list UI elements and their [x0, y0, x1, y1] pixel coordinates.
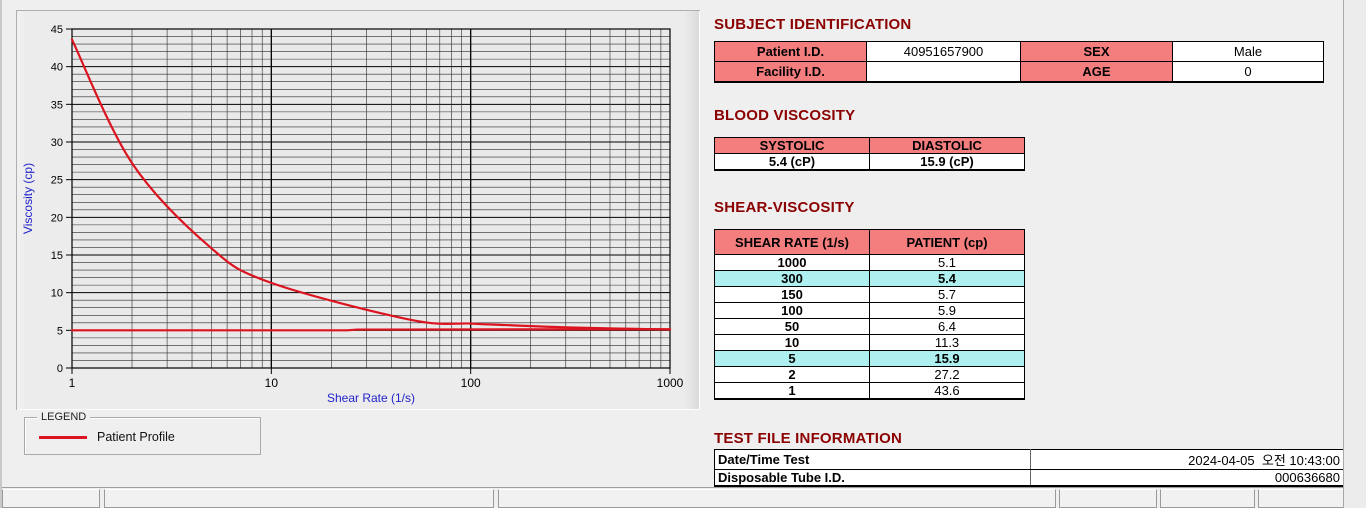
subject-identification-heading: SUBJECT IDENTIFICATION: [714, 16, 912, 33]
age-label: AGE: [1020, 61, 1173, 83]
shear-rate-cell: 10: [714, 334, 870, 351]
patient-cp-cell: 15.9: [869, 350, 1025, 367]
disposable-tube-id-value: 000636680: [1030, 469, 1344, 487]
shear-viscosity-row: 300 5.4: [714, 270, 1025, 287]
shear-rate-cell: 50: [714, 318, 870, 335]
shear-viscosity-row: 5 15.9: [714, 350, 1025, 367]
report-panel: SUBJECT IDENTIFICATION Patient I.D. 4095…: [712, 0, 1357, 508]
patient-profile-line-sample: [39, 435, 87, 439]
statusbar-segment: [498, 489, 1056, 508]
viscosity-chart-panel: 0 5 10 15 20 25 30 35 40 45 1 10 100 1000 Shear Rate (…: [16, 10, 700, 410]
patient-cp-cell: 27.2: [869, 366, 1025, 383]
svg-text:5: 5: [57, 325, 63, 337]
date-time-test-label: Date/Time Test: [714, 449, 1031, 470]
subject-identification-table: Patient I.D. 40951657900 SEX Male Facili…: [714, 41, 1324, 83]
patient-cp-cell: 5.7: [869, 286, 1025, 303]
shear-viscosity-table: SHEAR RATE (1/s) PATIENT (cp) 1000 5.1 300…: [714, 229, 1025, 400]
table-row: Patient I.D. 40951657900 SEX Male: [714, 41, 1324, 62]
legend-box: LEGEND Patient Profile: [24, 411, 261, 455]
shear-viscosity-table-body: 1000 5.1 300 5.4 150 5.7 100 5.9 50 6.4 10 11.3 5 15.…: [714, 254, 1025, 400]
svg-text:35: 35: [51, 99, 63, 111]
shear-rate-cell: 1: [714, 382, 870, 400]
shear-viscosity-row: 50 6.4: [714, 318, 1025, 335]
shear-rate-cell: 300: [714, 270, 870, 287]
table-row: SYSTOLIC DIASTOLIC: [714, 137, 1025, 154]
legend-item: Patient Profile: [39, 430, 175, 444]
svg-text:40: 40: [51, 62, 63, 74]
sex-value: Male: [1172, 41, 1324, 62]
statusbar-segment: [1059, 489, 1157, 508]
sex-label: SEX: [1020, 41, 1173, 62]
patient-cp-cell: 5.4: [869, 270, 1025, 287]
shear-viscosity-row: 100 5.9: [714, 302, 1025, 319]
right-edge-gutter: [1344, 0, 1366, 508]
svg-text:10: 10: [51, 288, 63, 300]
disposable-tube-id-label: Disposable Tube I.D.: [714, 469, 1031, 487]
patient-cp-header: PATIENT (cp): [869, 229, 1025, 255]
table-row: Disposable Tube I.D. 000636680: [714, 469, 1344, 487]
shear-rate-cell: 1000: [714, 254, 870, 271]
svg-text:45: 45: [51, 24, 63, 36]
legend-title: LEGEND: [37, 411, 91, 423]
test-file-information-table: Date/Time Test 2024-04-05 오전 10:43:00 Di…: [714, 449, 1344, 487]
table-row: Facility I.D. AGE 0: [714, 61, 1324, 83]
patient-cp-cell: 6.4: [869, 318, 1025, 335]
statusbar-segment: [104, 489, 494, 508]
diastolic-value: 15.9 (cP): [869, 153, 1025, 171]
table-row: Date/Time Test 2024-04-05 오전 10:43:00: [714, 449, 1344, 470]
table-header-row: SHEAR RATE (1/s) PATIENT (cp): [714, 229, 1025, 255]
shear-viscosity-row: 2 27.2: [714, 366, 1025, 383]
age-value: 0: [1172, 61, 1324, 83]
svg-text:1000: 1000: [657, 376, 684, 390]
blood-viscosity-table: SYSTOLIC DIASTOLIC 5.4 (cP) 15.9 (cP): [714, 137, 1025, 171]
patient-id-value: 40951657900: [866, 41, 1021, 62]
right-panel-divider: [1343, 0, 1344, 508]
test-file-information-heading: TEST FILE INFORMATION: [714, 430, 903, 447]
patient-cp-cell: 11.3: [869, 334, 1025, 351]
shear-viscosity-row: 10 11.3: [714, 334, 1025, 351]
svg-text:15: 15: [51, 250, 63, 262]
date-time-test-value: 2024-04-05 오전 10:43:00: [1030, 449, 1344, 470]
shear-viscosity-heading: SHEAR-VISCOSITY: [714, 199, 855, 216]
statusbar-segment: [2, 489, 100, 508]
shear-viscosity-row: 150 5.7: [714, 286, 1025, 303]
shear-rate-cell: 100: [714, 302, 870, 319]
shear-rate-header: SHEAR RATE (1/s): [714, 229, 870, 255]
shear-rate-cell: 5: [714, 350, 870, 367]
svg-text:100: 100: [461, 376, 481, 390]
svg-text:10: 10: [265, 376, 279, 390]
shear-viscosity-row: 1000 5.1: [714, 254, 1025, 271]
svg-text:Shear Rate (1/s): Shear Rate (1/s): [327, 391, 415, 405]
patient-cp-cell: 43.6: [869, 382, 1025, 400]
svg-text:Viscosity (cp): Viscosity (cp): [21, 163, 35, 234]
svg-text:30: 30: [51, 137, 63, 149]
statusbar-segment: [1160, 489, 1255, 508]
statusbar-divider: [2, 487, 1366, 488]
facility-id-value: [866, 61, 1021, 83]
svg-text:0: 0: [57, 363, 63, 375]
shear-rate-cell: 2: [714, 366, 870, 383]
diastolic-header: DIASTOLIC: [869, 137, 1025, 154]
shear-rate-cell: 150: [714, 286, 870, 303]
legend-item-label: Patient Profile: [97, 430, 175, 444]
svg-text:1: 1: [69, 376, 76, 390]
shear-viscosity-chart: 0 5 10 15 20 25 30 35 40 45 1 10 100 1000 Shear Rate (…: [21, 24, 684, 405]
systolic-header: SYSTOLIC: [714, 137, 870, 154]
patient-id-label: Patient I.D.: [714, 41, 867, 62]
table-row: 5.4 (cP) 15.9 (cP): [714, 153, 1025, 171]
facility-id-label: Facility I.D.: [714, 61, 867, 83]
patient-cp-cell: 5.9: [869, 302, 1025, 319]
svg-text:25: 25: [51, 175, 63, 187]
blood-viscosity-heading: BLOOD VISCOSITY: [714, 107, 856, 124]
shear-viscosity-row: 1 43.6: [714, 382, 1025, 400]
systolic-value: 5.4 (cP): [714, 153, 870, 171]
patient-cp-cell: 5.1: [869, 254, 1025, 271]
svg-text:20: 20: [51, 212, 63, 224]
